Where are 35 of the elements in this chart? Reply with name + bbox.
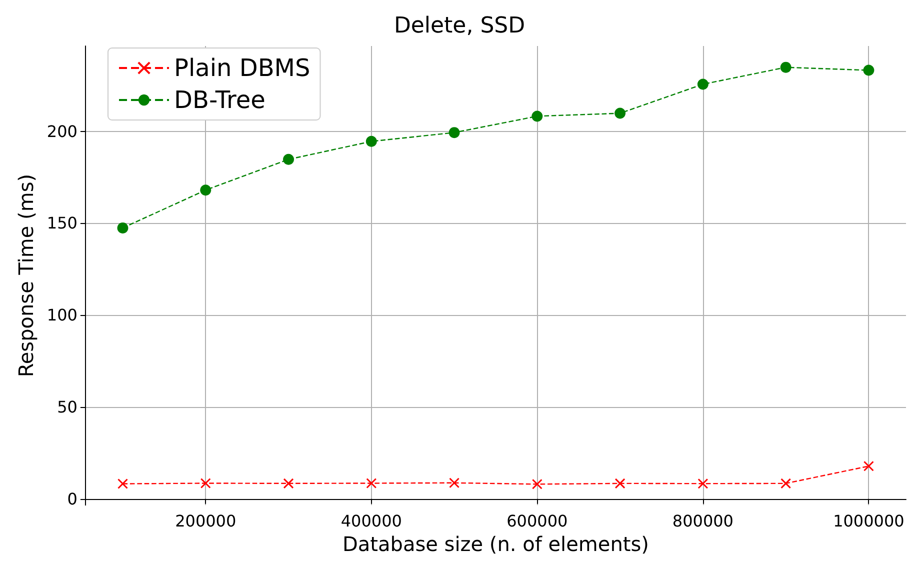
legend-label: Plain DBMS [174, 54, 310, 82]
point [863, 460, 874, 472]
x-tick-label: 800000 [672, 512, 734, 531]
x-tick-label: 400000 [340, 512, 402, 531]
point [532, 110, 543, 122]
x-tick-label: 1000000 [833, 512, 904, 531]
point [780, 478, 792, 489]
x-axis-title: Database size (n. of elements) [342, 532, 649, 556]
y-axis-title: Response Time (ms) [14, 174, 38, 378]
point [200, 478, 211, 488]
chart-title: Delete, SSD [394, 14, 526, 38]
point [117, 478, 128, 490]
point [448, 127, 460, 138]
point [449, 478, 460, 488]
point [366, 478, 377, 488]
point [614, 478, 626, 489]
point [366, 136, 377, 147]
point [780, 62, 792, 73]
point [614, 108, 626, 119]
point [117, 222, 128, 234]
y-tick-label: 0 [67, 489, 78, 508]
y-tick-label: 200 [46, 122, 78, 141]
point [200, 184, 212, 196]
y-tick-label: 50 [57, 397, 78, 416]
x-tick-label: 200000 [175, 512, 236, 531]
y-tick-label: 150 [46, 214, 78, 233]
point [863, 64, 874, 76]
point [532, 478, 542, 490]
legend-label: DB-Tree [174, 86, 266, 114]
x-tick-label: 600000 [506, 512, 568, 531]
point [697, 78, 708, 90]
point [283, 478, 294, 489]
y-tick-label: 100 [46, 306, 78, 325]
point [698, 478, 708, 489]
point [283, 154, 294, 165]
